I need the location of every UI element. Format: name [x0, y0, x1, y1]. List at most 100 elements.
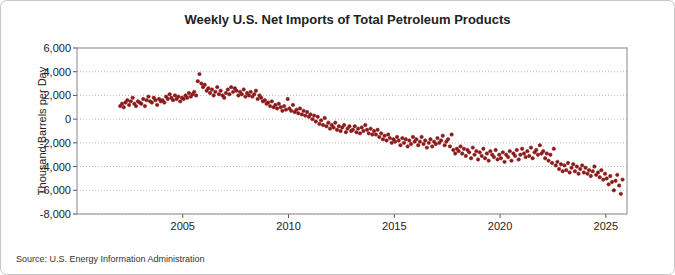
data-point — [596, 171, 599, 174]
data-point — [127, 103, 130, 106]
data-point — [173, 94, 176, 97]
data-point — [395, 135, 398, 138]
data-point — [372, 129, 375, 132]
x-tick-label: 2005 — [171, 220, 195, 232]
data-point — [226, 88, 229, 91]
data-point — [425, 146, 428, 149]
data-point — [376, 128, 379, 131]
data-point — [457, 149, 460, 152]
data-point — [240, 93, 243, 96]
data-point — [464, 154, 467, 157]
data-point — [275, 107, 278, 110]
data-point — [506, 155, 509, 158]
data-point — [378, 135, 381, 138]
data-point — [279, 106, 282, 109]
y-tick — [73, 190, 77, 191]
data-point — [411, 135, 414, 138]
grid-line — [77, 190, 627, 191]
data-point — [575, 165, 578, 168]
data-point — [171, 98, 174, 101]
data-point — [186, 96, 189, 99]
data-point — [198, 72, 201, 75]
data-point — [580, 164, 583, 167]
data-point — [448, 145, 451, 148]
data-point — [305, 110, 308, 113]
data-point — [353, 125, 356, 128]
outer-border — [1, 1, 675, 275]
data-point — [120, 102, 123, 105]
data-point — [260, 96, 263, 99]
data-point — [270, 100, 273, 103]
data-point — [582, 171, 585, 174]
data-point — [478, 151, 481, 154]
grid-line — [77, 166, 627, 167]
data-point — [579, 167, 582, 170]
x-tick — [394, 214, 395, 218]
data-point — [379, 132, 382, 135]
data-point — [542, 149, 545, 152]
data-point — [231, 90, 234, 93]
data-point — [566, 161, 569, 164]
data-point — [563, 164, 566, 167]
data-point — [129, 100, 132, 103]
data-point — [356, 127, 359, 130]
data-point — [471, 146, 474, 149]
data-point — [573, 170, 576, 173]
data-point — [522, 152, 525, 155]
data-point — [247, 94, 250, 97]
data-point — [214, 90, 217, 93]
data-point — [254, 89, 257, 92]
data-point — [607, 183, 610, 186]
data-point — [140, 102, 143, 105]
source-note: Source: U.S. Energy Information Administ… — [16, 254, 205, 264]
data-point — [482, 147, 485, 150]
data-point — [461, 152, 464, 155]
data-point — [496, 158, 499, 161]
data-point — [589, 174, 592, 177]
data-point — [600, 168, 603, 171]
data-point — [450, 133, 453, 136]
data-point — [295, 108, 298, 111]
data-point — [519, 153, 522, 156]
data-point — [335, 128, 338, 131]
data-point — [429, 138, 432, 141]
data-point — [462, 147, 465, 150]
data-point — [282, 104, 285, 107]
data-point — [212, 94, 215, 97]
data-point — [568, 171, 571, 174]
data-point — [538, 144, 541, 147]
data-point — [483, 157, 486, 160]
data-point — [187, 91, 190, 94]
data-point — [565, 168, 568, 171]
data-point — [436, 136, 439, 139]
data-point — [418, 140, 421, 143]
data-point — [145, 98, 148, 101]
data-point — [177, 95, 180, 98]
data-point — [298, 107, 301, 110]
data-point — [524, 155, 527, 158]
data-point — [263, 98, 266, 101]
data-point — [166, 97, 169, 100]
data-point — [454, 152, 457, 155]
data-point — [230, 85, 233, 88]
data-point — [617, 184, 620, 187]
chart-container: Weekly U.S. Net Imports of Total Petrole… — [0, 0, 675, 275]
data-point — [415, 138, 418, 141]
data-point — [529, 146, 532, 149]
data-point — [409, 142, 412, 145]
data-point — [510, 159, 513, 162]
data-point — [552, 147, 555, 150]
data-point — [228, 93, 231, 96]
data-point — [508, 149, 511, 152]
data-point — [531, 157, 534, 160]
data-point — [268, 104, 271, 107]
data-point — [196, 80, 199, 83]
data-point — [200, 82, 203, 85]
x-tick-label: 2010 — [276, 220, 300, 232]
data-point — [602, 178, 605, 181]
data-point — [406, 145, 409, 148]
data-point — [163, 101, 166, 104]
data-point — [536, 153, 539, 156]
data-point — [605, 177, 608, 180]
y-tick-label: 6,000 — [43, 42, 71, 54]
